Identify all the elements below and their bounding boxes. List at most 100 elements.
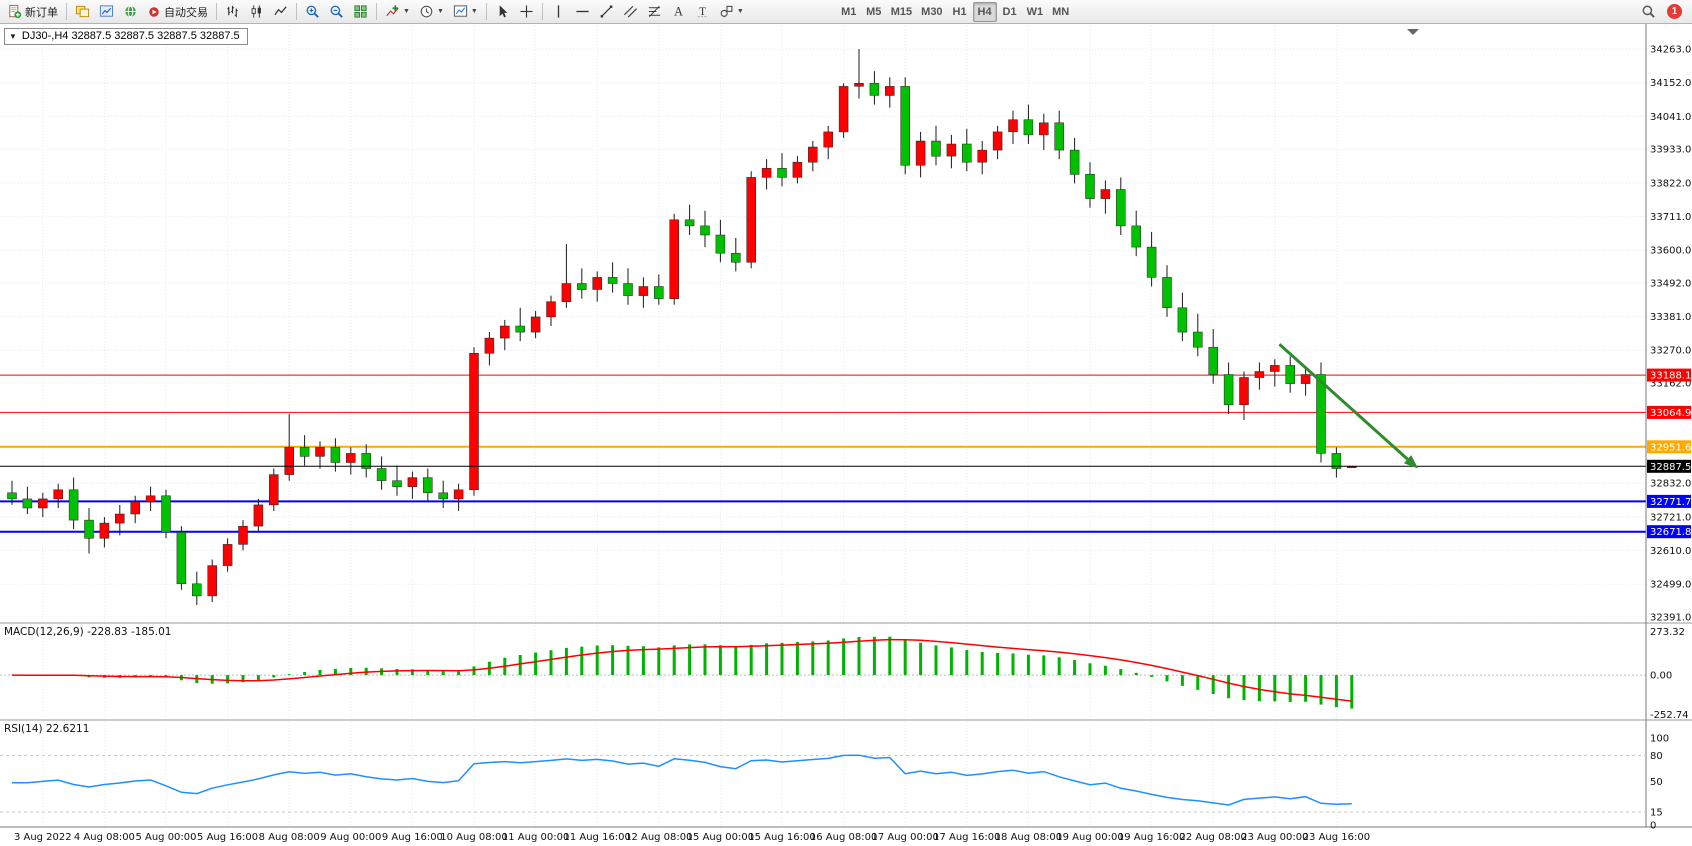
svg-text:32771.7: 32771.7 xyxy=(1650,497,1691,508)
timeframe-button-d1[interactable]: D1 xyxy=(998,2,1022,22)
price-axis[interactable]: 34263.0 34152.0 34041.0 33933.0 33822.0 33711… xyxy=(1650,45,1691,624)
rsi-line xyxy=(12,754,1352,806)
candlestick-chart-button[interactable] xyxy=(245,2,268,22)
fibonacci-button[interactable] xyxy=(643,2,666,22)
auto-trading-button[interactable]: 自动交易 xyxy=(143,2,212,22)
channel-button[interactable] xyxy=(619,2,642,22)
time-label: 4 Aug 08:00 xyxy=(74,832,135,843)
tile-windows-button[interactable] xyxy=(349,2,372,22)
candle xyxy=(238,525,248,545)
chevron-down-icon: ▼ xyxy=(436,8,444,15)
svg-text:15: 15 xyxy=(1650,808,1663,819)
time-label: 11 Aug 16:00 xyxy=(563,832,630,843)
crosshair-button[interactable] xyxy=(515,2,538,22)
candle xyxy=(484,337,495,354)
zoom-out-button[interactable] xyxy=(325,2,348,22)
candle xyxy=(469,353,479,491)
candle xyxy=(284,447,294,475)
candle xyxy=(1131,225,1141,248)
chart-canvas[interactable]: 34263.0 34152.0 34041.0 33933.0 33822.0 33711… xyxy=(0,24,1692,846)
svg-text:34152.0: 34152.0 xyxy=(1650,78,1691,89)
text-icon: A xyxy=(674,5,683,19)
macd-histogram xyxy=(25,636,1354,709)
candle xyxy=(423,477,433,494)
zoom-in-button[interactable] xyxy=(301,2,324,22)
candle xyxy=(777,168,787,178)
timeframe-button-m30[interactable]: M30 xyxy=(917,2,946,22)
line-chart-icon xyxy=(274,6,287,16)
channel-icon xyxy=(623,5,637,18)
candle xyxy=(900,86,910,166)
toolbar-separator xyxy=(216,3,217,20)
candle xyxy=(38,498,48,509)
svg-text:T: T xyxy=(699,6,706,18)
time-label: 15 Aug 00:00 xyxy=(687,832,754,843)
svg-text:-252.74: -252.74 xyxy=(1650,710,1689,721)
indicators-button[interactable]: ▼ xyxy=(381,2,414,22)
timeframe-button-h1[interactable]: H1 xyxy=(948,2,972,22)
timeframe-button-w1[interactable]: W1 xyxy=(1023,2,1048,22)
rsi-label: RSI(14) 22.6211 xyxy=(4,723,89,735)
svg-text:33162.0: 33162.0 xyxy=(1650,379,1691,390)
macd-scale[interactable]: 273.32 0.00 -252.74 xyxy=(1650,627,1689,721)
candle xyxy=(222,544,233,566)
text-button[interactable]: A xyxy=(667,2,690,22)
candle xyxy=(68,489,79,521)
candle xyxy=(1085,174,1095,199)
candle xyxy=(992,131,1003,151)
candle xyxy=(885,86,895,96)
time-axis[interactable]: 3 Aug 2022 4 Aug 08:00 5 Aug 00:00 5 Aug 16… xyxy=(14,832,1370,843)
templates-button[interactable]: ▼ xyxy=(449,2,482,22)
candle xyxy=(669,219,679,299)
macd-signal-line xyxy=(11,638,1352,702)
search-button[interactable] xyxy=(1637,2,1660,22)
toolbar-separator xyxy=(485,3,487,20)
bar-chart-button[interactable] xyxy=(221,2,244,22)
timeframe-button-m1[interactable]: M1 xyxy=(837,2,861,22)
time-label: 10 Aug 08:00 xyxy=(440,832,507,843)
cursor-button[interactable] xyxy=(491,2,514,22)
candle xyxy=(746,177,756,263)
chart-menu-icon[interactable]: ▼ xyxy=(9,31,17,41)
chart-shift-marker[interactable] xyxy=(1407,29,1419,35)
periods-button[interactable]: ▼ xyxy=(415,2,448,22)
price-badge: 32951.6 xyxy=(1647,440,1691,454)
candle xyxy=(962,143,972,163)
horizontal-line-button[interactable] xyxy=(571,2,594,22)
chart-background[interactable] xyxy=(0,24,1692,846)
svg-text:32887.5: 32887.5 xyxy=(1650,462,1691,473)
candle xyxy=(438,492,448,500)
candle xyxy=(376,468,387,481)
candlestick-series xyxy=(7,49,1357,605)
line-chart-button[interactable] xyxy=(269,2,292,22)
timeframe-button-h4[interactable]: H4 xyxy=(972,1,997,22)
svg-text:34041.0: 34041.0 xyxy=(1650,112,1691,123)
timeframe-button-mn[interactable]: MN xyxy=(1048,2,1073,22)
timeframe-button-m15[interactable]: M15 xyxy=(887,2,916,22)
shapes-button[interactable]: ▼ xyxy=(715,2,748,22)
trendline-button[interactable] xyxy=(595,2,618,22)
charts-button[interactable] xyxy=(71,2,94,22)
time-label: 17 Aug 16:00 xyxy=(933,832,1000,843)
candle xyxy=(1146,246,1157,278)
crosshair-icon xyxy=(520,5,533,18)
rsi-scale[interactable]: 100 80 50 15 0 xyxy=(1650,734,1669,832)
chevron-down-icon: ▼ xyxy=(403,8,410,15)
svg-text:33270.0: 33270.0 xyxy=(1650,346,1691,357)
new-order-button[interactable]: 新订单 xyxy=(3,2,62,22)
trend-arrow[interactable] xyxy=(1278,343,1418,469)
svg-text:32610.0: 32610.0 xyxy=(1650,546,1691,557)
notification-badge[interactable]: 1 xyxy=(1667,4,1682,19)
candle xyxy=(761,168,772,178)
refresh-button[interactable] xyxy=(119,2,142,22)
candle xyxy=(1008,119,1018,133)
timeframe-button-m5[interactable]: M5 xyxy=(862,2,886,22)
chart-title: DJ30-,H4 32887.5 32887.5 32887.5 32887.5 xyxy=(21,30,240,42)
candle xyxy=(1162,277,1172,308)
vertical-line-button[interactable] xyxy=(547,2,570,22)
text-label-button[interactable]: T xyxy=(691,2,714,22)
market-watch-button[interactable] xyxy=(95,2,118,22)
price-badge: 32671.8 xyxy=(1647,525,1691,539)
time-label: 3 Aug 2022 xyxy=(14,832,72,843)
candle xyxy=(1239,377,1249,406)
